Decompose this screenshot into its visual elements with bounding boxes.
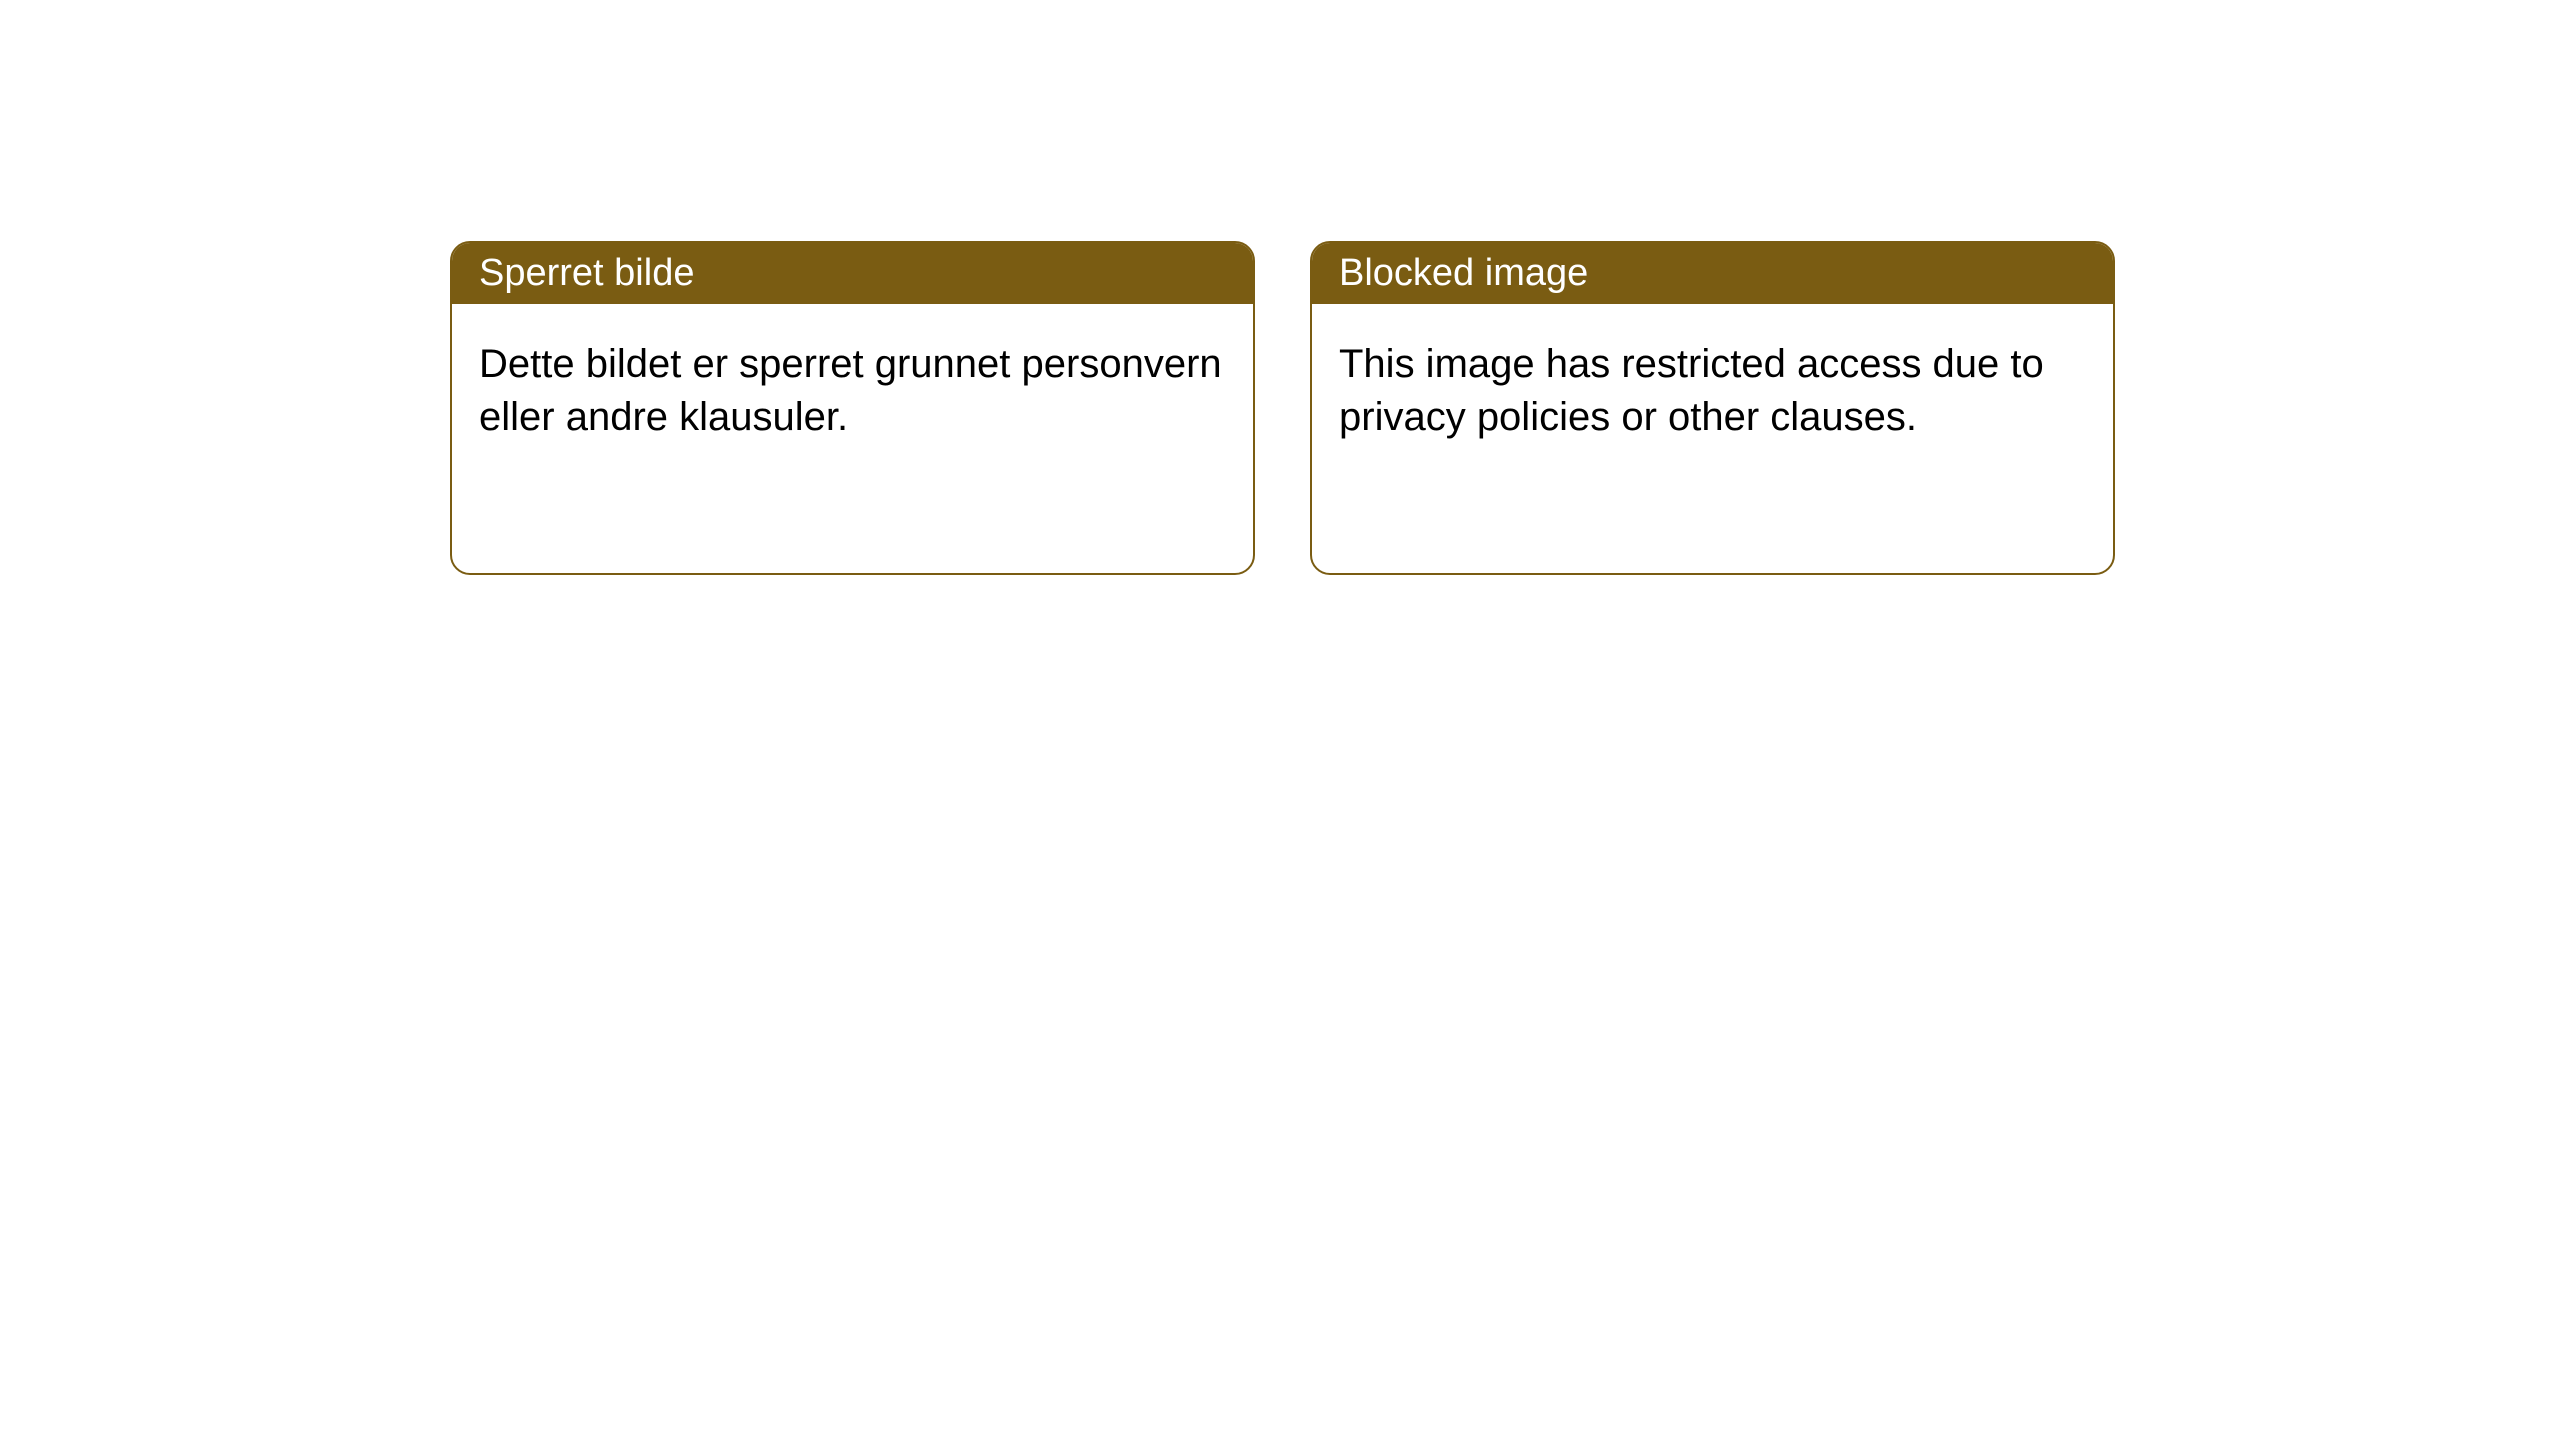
notice-card-english: Blocked image This image has restricted … — [1310, 241, 2115, 575]
notice-container: Sperret bilde Dette bildet er sperret gr… — [450, 241, 2115, 575]
notice-body: Dette bildet er sperret grunnet personve… — [452, 304, 1253, 478]
notice-body-text: Dette bildet er sperret grunnet personve… — [479, 342, 1222, 439]
notice-title: Sperret bilde — [479, 252, 694, 294]
notice-card-norwegian: Sperret bilde Dette bildet er sperret gr… — [450, 241, 1255, 575]
notice-title: Blocked image — [1339, 252, 1588, 294]
notice-body-text: This image has restricted access due to … — [1339, 342, 2044, 439]
notice-body: This image has restricted access due to … — [1312, 304, 2113, 478]
notice-header: Sperret bilde — [452, 243, 1253, 304]
notice-header: Blocked image — [1312, 243, 2113, 304]
